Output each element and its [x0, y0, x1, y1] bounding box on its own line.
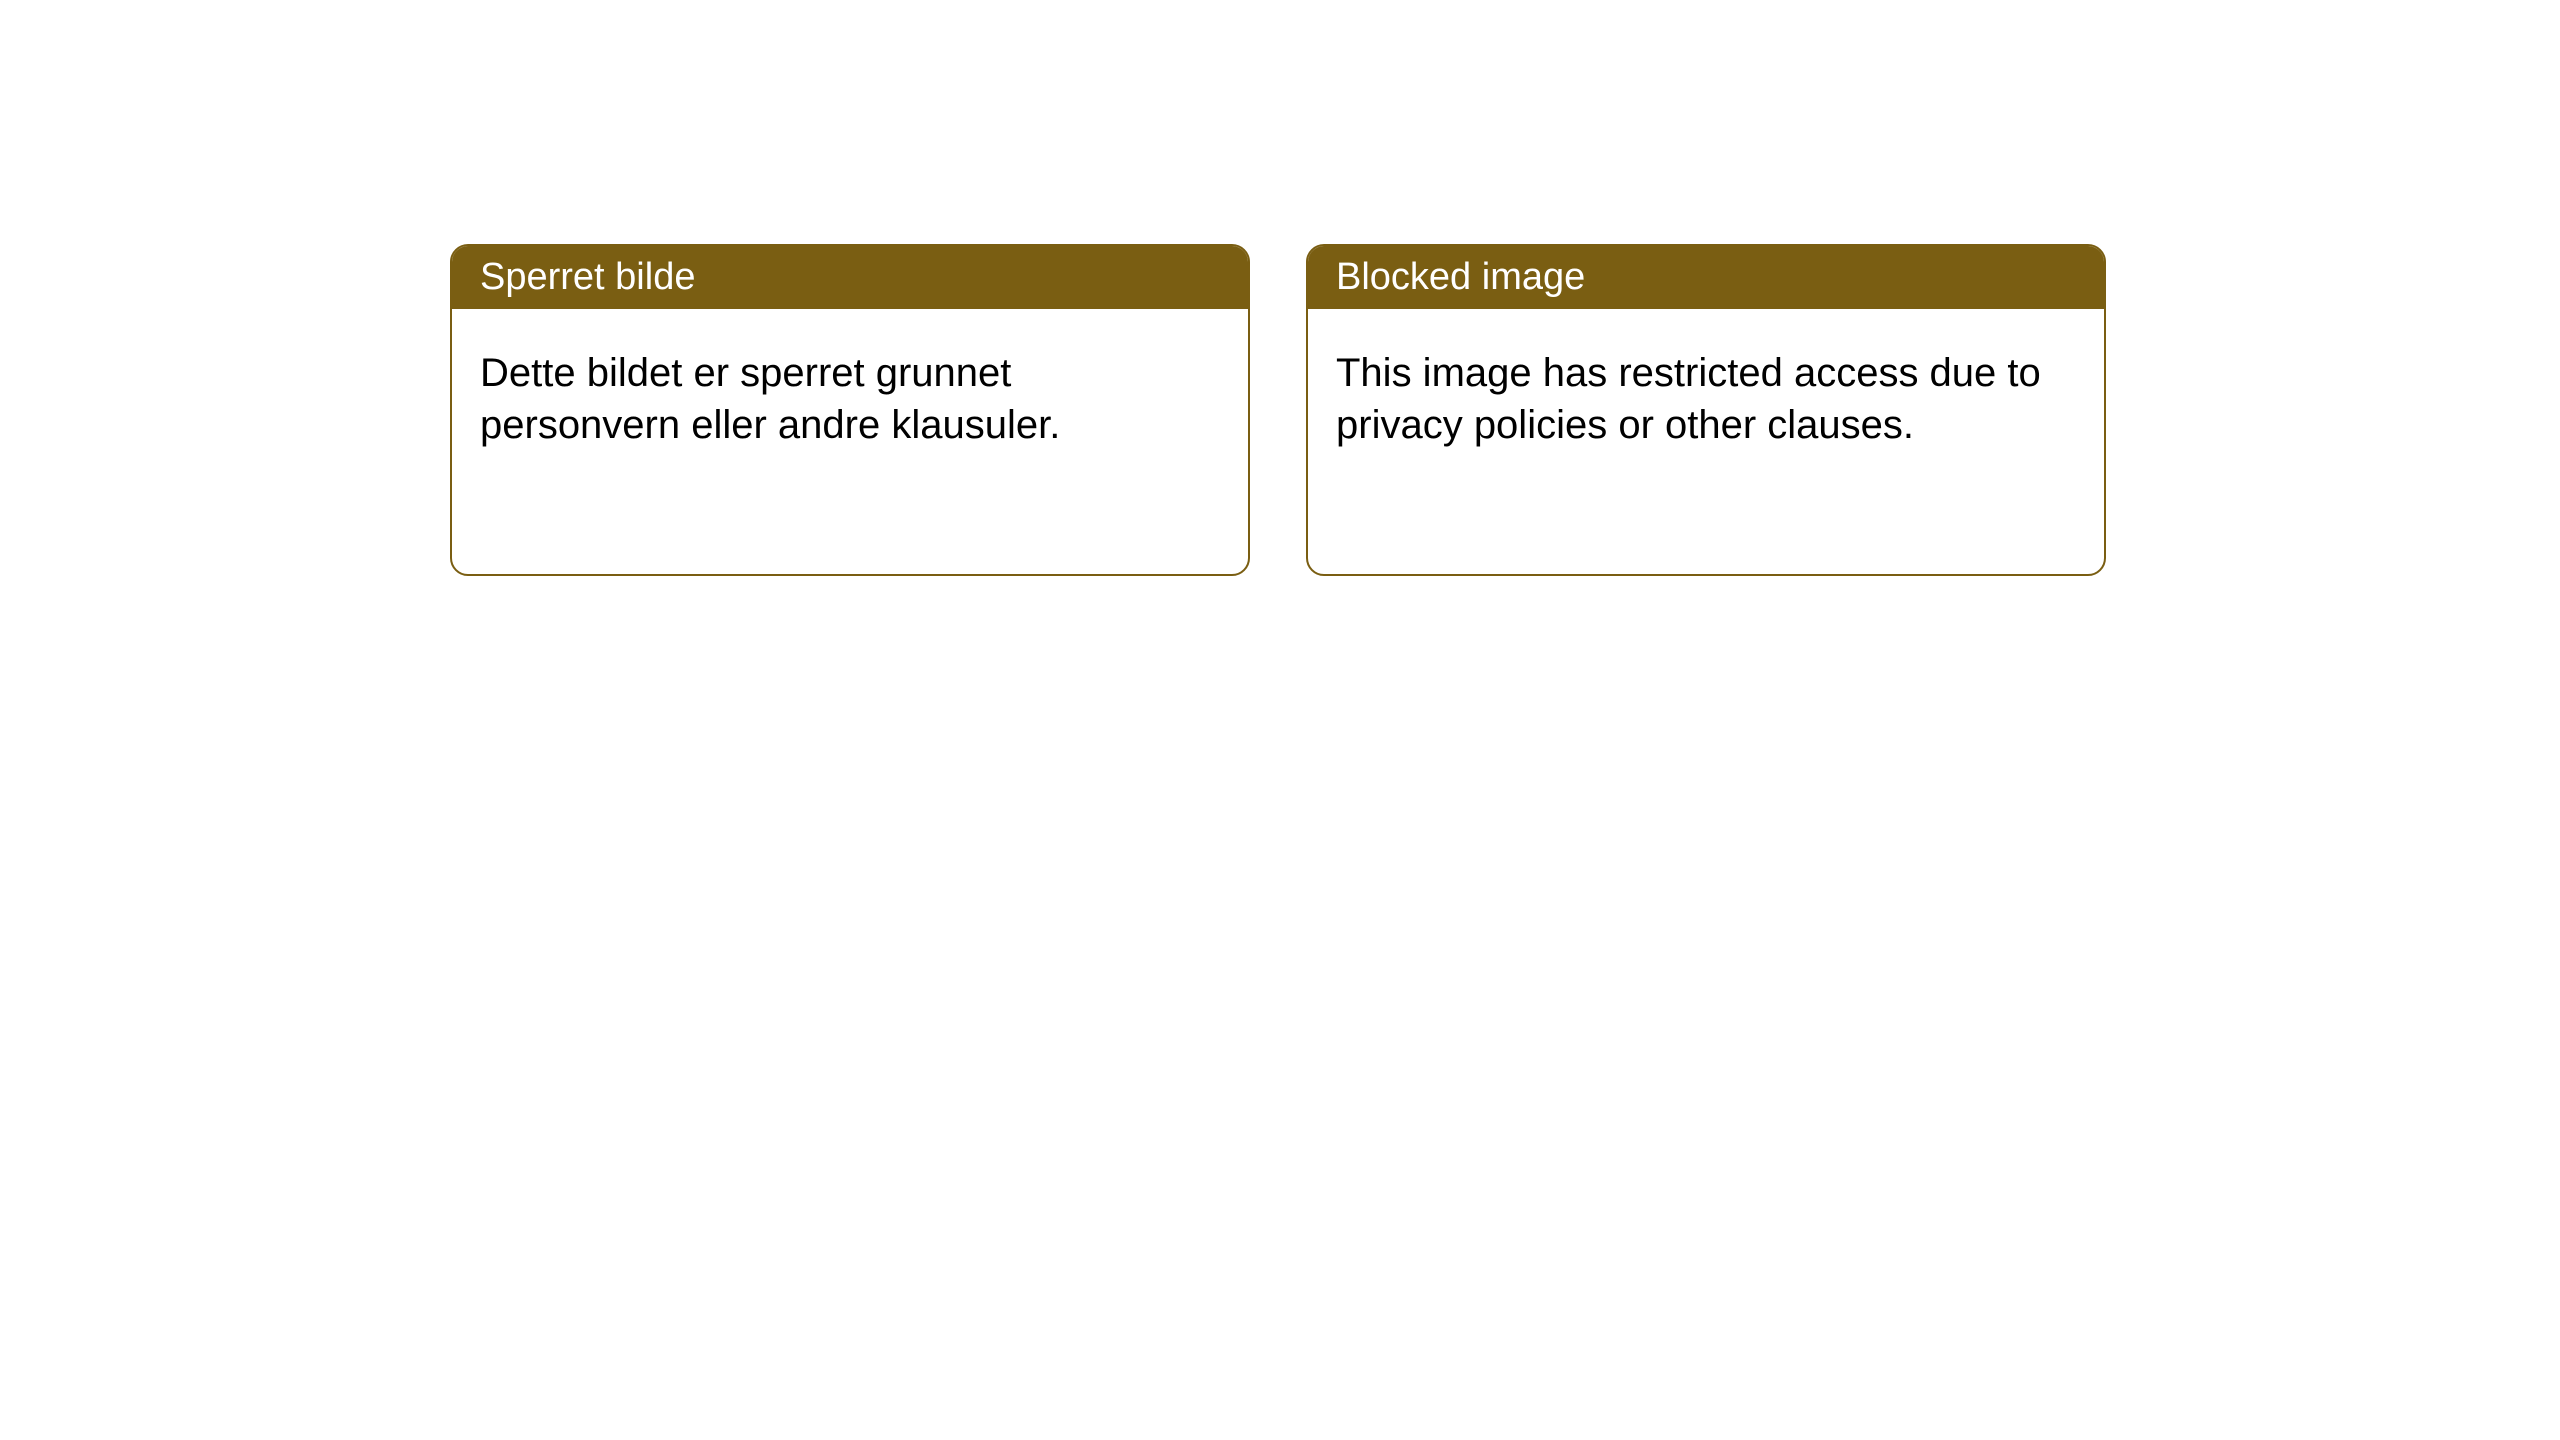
notice-body: This image has restricted access due to …: [1308, 309, 2104, 489]
notice-card-english: Blocked image This image has restricted …: [1306, 244, 2106, 576]
notice-container: Sperret bilde Dette bildet er sperret gr…: [0, 0, 2560, 576]
notice-header: Blocked image: [1308, 246, 2104, 309]
notice-message: This image has restricted access due to …: [1336, 351, 2041, 447]
notice-card-norwegian: Sperret bilde Dette bildet er sperret gr…: [450, 244, 1250, 576]
notice-title: Sperret bilde: [480, 256, 695, 298]
notice-message: Dette bildet er sperret grunnet personve…: [480, 351, 1060, 447]
notice-body: Dette bildet er sperret grunnet personve…: [452, 309, 1248, 489]
notice-title: Blocked image: [1336, 256, 1585, 298]
notice-header: Sperret bilde: [452, 246, 1248, 309]
